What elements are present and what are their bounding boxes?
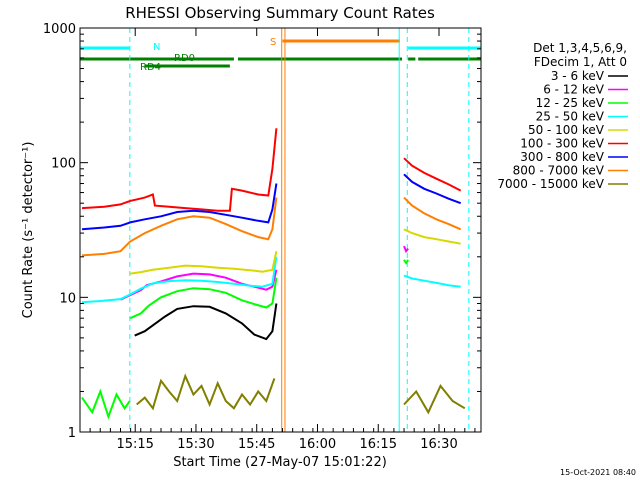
x-axis-label: Start Time (27-May-07 15:01:22) — [173, 455, 387, 470]
x-axis-ticks: 15:15 15:30 15:45 16:00 16:15 16:30 — [79, 28, 476, 452]
annotation-rd4: RD4 — [140, 62, 161, 73]
legend-label-12-25-kev: 12 - 25 keV — [536, 96, 605, 110]
series-line-300-800-kev-0 — [81, 183, 278, 231]
legend-label-7000-15000-kev: 7000 - 15000 keV — [497, 177, 604, 191]
legend-header-line-2: FDecim 1, Att 0 — [534, 55, 627, 69]
legend-header-line-1: Det 1,3,4,5,6,9, — [533, 41, 627, 55]
legend-label-100-300-kev: 100 - 300 keV — [520, 137, 604, 151]
y-tick-label-100: 100 — [51, 157, 76, 172]
series-line-7000-15000-kev-1 — [403, 384, 466, 415]
series-line-50-100-kev-0 — [130, 250, 278, 275]
annotation-s: S — [270, 37, 276, 48]
x-tick-label-15-45: 15:45 — [238, 437, 275, 452]
chart-title: RHESSI Observing Summary Count Rates — [125, 4, 435, 22]
x-tick-label-15-15: 15:15 — [116, 437, 153, 452]
y-tick-label-1000: 1000 — [43, 22, 76, 37]
series-line-12-25-kev-1 — [403, 259, 409, 265]
x-tick-label-16-15: 16:15 — [360, 437, 397, 452]
state-bars — [80, 39, 481, 68]
series-line-300-800-kev-1 — [403, 173, 462, 205]
y-axis-ticks: 1 10 100 1000 — [43, 22, 481, 441]
y-tick-label-1: 1 — [68, 426, 76, 441]
y-axis-label: Count Rate (s⁻¹ detector⁻¹) — [21, 142, 36, 319]
y-tick-label-10: 10 — [59, 291, 76, 306]
series-line-7000-15000-kev-0 — [136, 373, 276, 411]
series-line-25-50-kev-0 — [81, 256, 278, 304]
annotation-rd0: RD0 — [174, 53, 195, 64]
x-tick-label-16-30: 16:30 — [420, 437, 457, 452]
legend-label-3-6-kev: 3 - 6 keV — [551, 69, 605, 83]
legend: Det 1,3,4,5,6,9, FDecim 1, Att 0 3 - 6 k… — [497, 41, 628, 191]
series-line-25-50-kev-1 — [403, 274, 461, 288]
legend-label-300-800-kev: 300 - 800 keV — [520, 150, 604, 164]
annotation-n: N — [153, 42, 160, 53]
series-line-6-12-kev-1 — [403, 245, 409, 254]
x-tick-label-16-00: 16:00 — [299, 437, 336, 452]
series-line-800-7000-kev-1 — [403, 196, 462, 231]
legend-label-800-7000-kev: 800 - 7000 keV — [513, 164, 605, 178]
plot-frame — [79, 27, 482, 433]
series-line-800-7000-kev-0 — [81, 197, 278, 257]
series-line-12-25-kev-0 — [129, 277, 278, 320]
series-lines — [81, 128, 466, 420]
floor-counts-line-0 — [81, 388, 131, 420]
legend-label-50-100-kev: 50 - 100 keV — [528, 123, 605, 137]
series-line-100-300-kev-1 — [403, 157, 462, 192]
legend-label-25-50-kev: 25 - 50 keV — [536, 110, 605, 124]
x-tick-label-15-30: 15:30 — [177, 437, 214, 452]
series-line-100-300-kev-0 — [81, 128, 278, 212]
generation-timestamp: 15-Oct-2021 08:40 — [560, 468, 636, 477]
series-line-50-100-kev-1 — [403, 228, 461, 245]
legend-label-6-12-kev: 6 - 12 keV — [543, 83, 605, 97]
series-line-3-6-kev-0 — [134, 303, 278, 341]
